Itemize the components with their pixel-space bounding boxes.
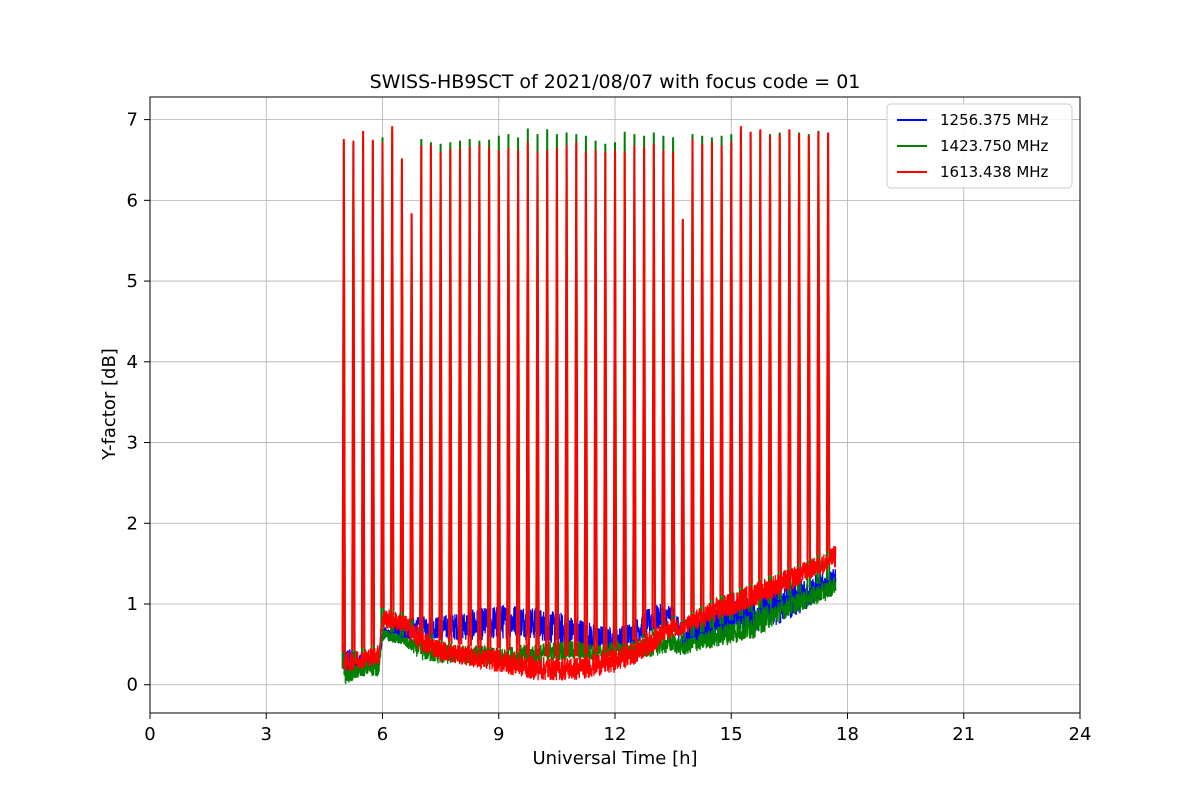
y-tick-label: 2 [127, 513, 138, 534]
spike [758, 129, 763, 580]
plot-frame [149, 96, 1081, 714]
spike [632, 145, 637, 641]
spike [360, 130, 366, 649]
spike [583, 151, 589, 655]
legend-item: 1256.375 MHz [897, 111, 1049, 129]
spike [390, 126, 395, 611]
y-tick-label: 6 [127, 190, 138, 211]
spike [738, 126, 744, 588]
spike [806, 135, 811, 560]
y-tick-label: 0 [127, 675, 138, 696]
x-tick-label: 18 [836, 724, 859, 745]
spike [467, 147, 472, 647]
spike [816, 131, 821, 556]
x-tick-label: 12 [604, 724, 627, 745]
spike [680, 218, 685, 621]
legend-item: 1613.438 MHz [897, 163, 1049, 181]
spike [477, 145, 482, 649]
spike [661, 150, 666, 623]
spike [748, 131, 753, 584]
spike [709, 142, 715, 601]
spike [641, 147, 647, 635]
y-tick-label: 1 [127, 594, 138, 615]
legend: 1256.375 MHz 1423.750 MHz 1613.438 MHz [886, 103, 1073, 189]
spike [438, 151, 443, 641]
x-tick-label: 6 [377, 724, 388, 745]
spike [409, 213, 414, 621]
spike [622, 151, 627, 645]
spike [457, 147, 463, 645]
spike [341, 138, 346, 653]
x-tick-label: 15 [720, 724, 743, 745]
spike [486, 147, 492, 649]
spike [380, 142, 385, 609]
spike [525, 142, 530, 655]
legend-label: 1256.375 MHz [940, 111, 1049, 129]
legend-label: 1613.438 MHz [940, 163, 1049, 181]
x-tick-label: 9 [493, 724, 504, 745]
spike [419, 145, 424, 629]
spike [612, 150, 618, 649]
plot-area [341, 126, 837, 685]
spike [554, 147, 560, 657]
y-tick-label: 3 [127, 433, 138, 454]
x-tick-label: 3 [261, 724, 272, 745]
spike [545, 150, 550, 657]
x-axis-label: Universal Time [h] [532, 748, 697, 769]
spike [370, 139, 375, 646]
spike [564, 145, 569, 657]
spike [651, 143, 656, 629]
chart-title: SWISS-HB9SCT of 2021/08/07 with focus co… [370, 71, 861, 93]
y-axis-label: Y-factor [dB] [99, 348, 120, 461]
spike [496, 150, 501, 649]
spike [515, 150, 521, 653]
spike [719, 145, 724, 596]
spike [574, 142, 579, 657]
spike [767, 135, 773, 576]
x-tick-label: 24 [1069, 724, 1092, 745]
y-tick-label: 4 [127, 352, 138, 373]
spike [428, 145, 434, 635]
spike [787, 129, 792, 568]
y-tick-label: 7 [127, 110, 138, 131]
spike [729, 142, 734, 592]
spike [825, 132, 831, 552]
x-tick-label: 0 [144, 724, 155, 745]
spike [506, 147, 511, 651]
legend-box [886, 103, 1073, 189]
spike [593, 150, 598, 653]
series-2 [341, 126, 837, 681]
legend-item: 1423.750 MHz [897, 137, 1049, 155]
spike [399, 158, 405, 613]
spike [448, 148, 453, 643]
series-line [343, 545, 837, 681]
spike [670, 151, 676, 617]
spike [796, 134, 802, 564]
spike [690, 138, 695, 613]
legend-label: 1423.750 MHz [940, 137, 1049, 155]
x-tick-label: 21 [952, 724, 975, 745]
y-tick-label: 5 [127, 271, 138, 292]
spike [535, 151, 540, 657]
spike [603, 151, 608, 651]
spike [351, 140, 356, 651]
spike [777, 134, 782, 572]
spike [700, 143, 705, 607]
